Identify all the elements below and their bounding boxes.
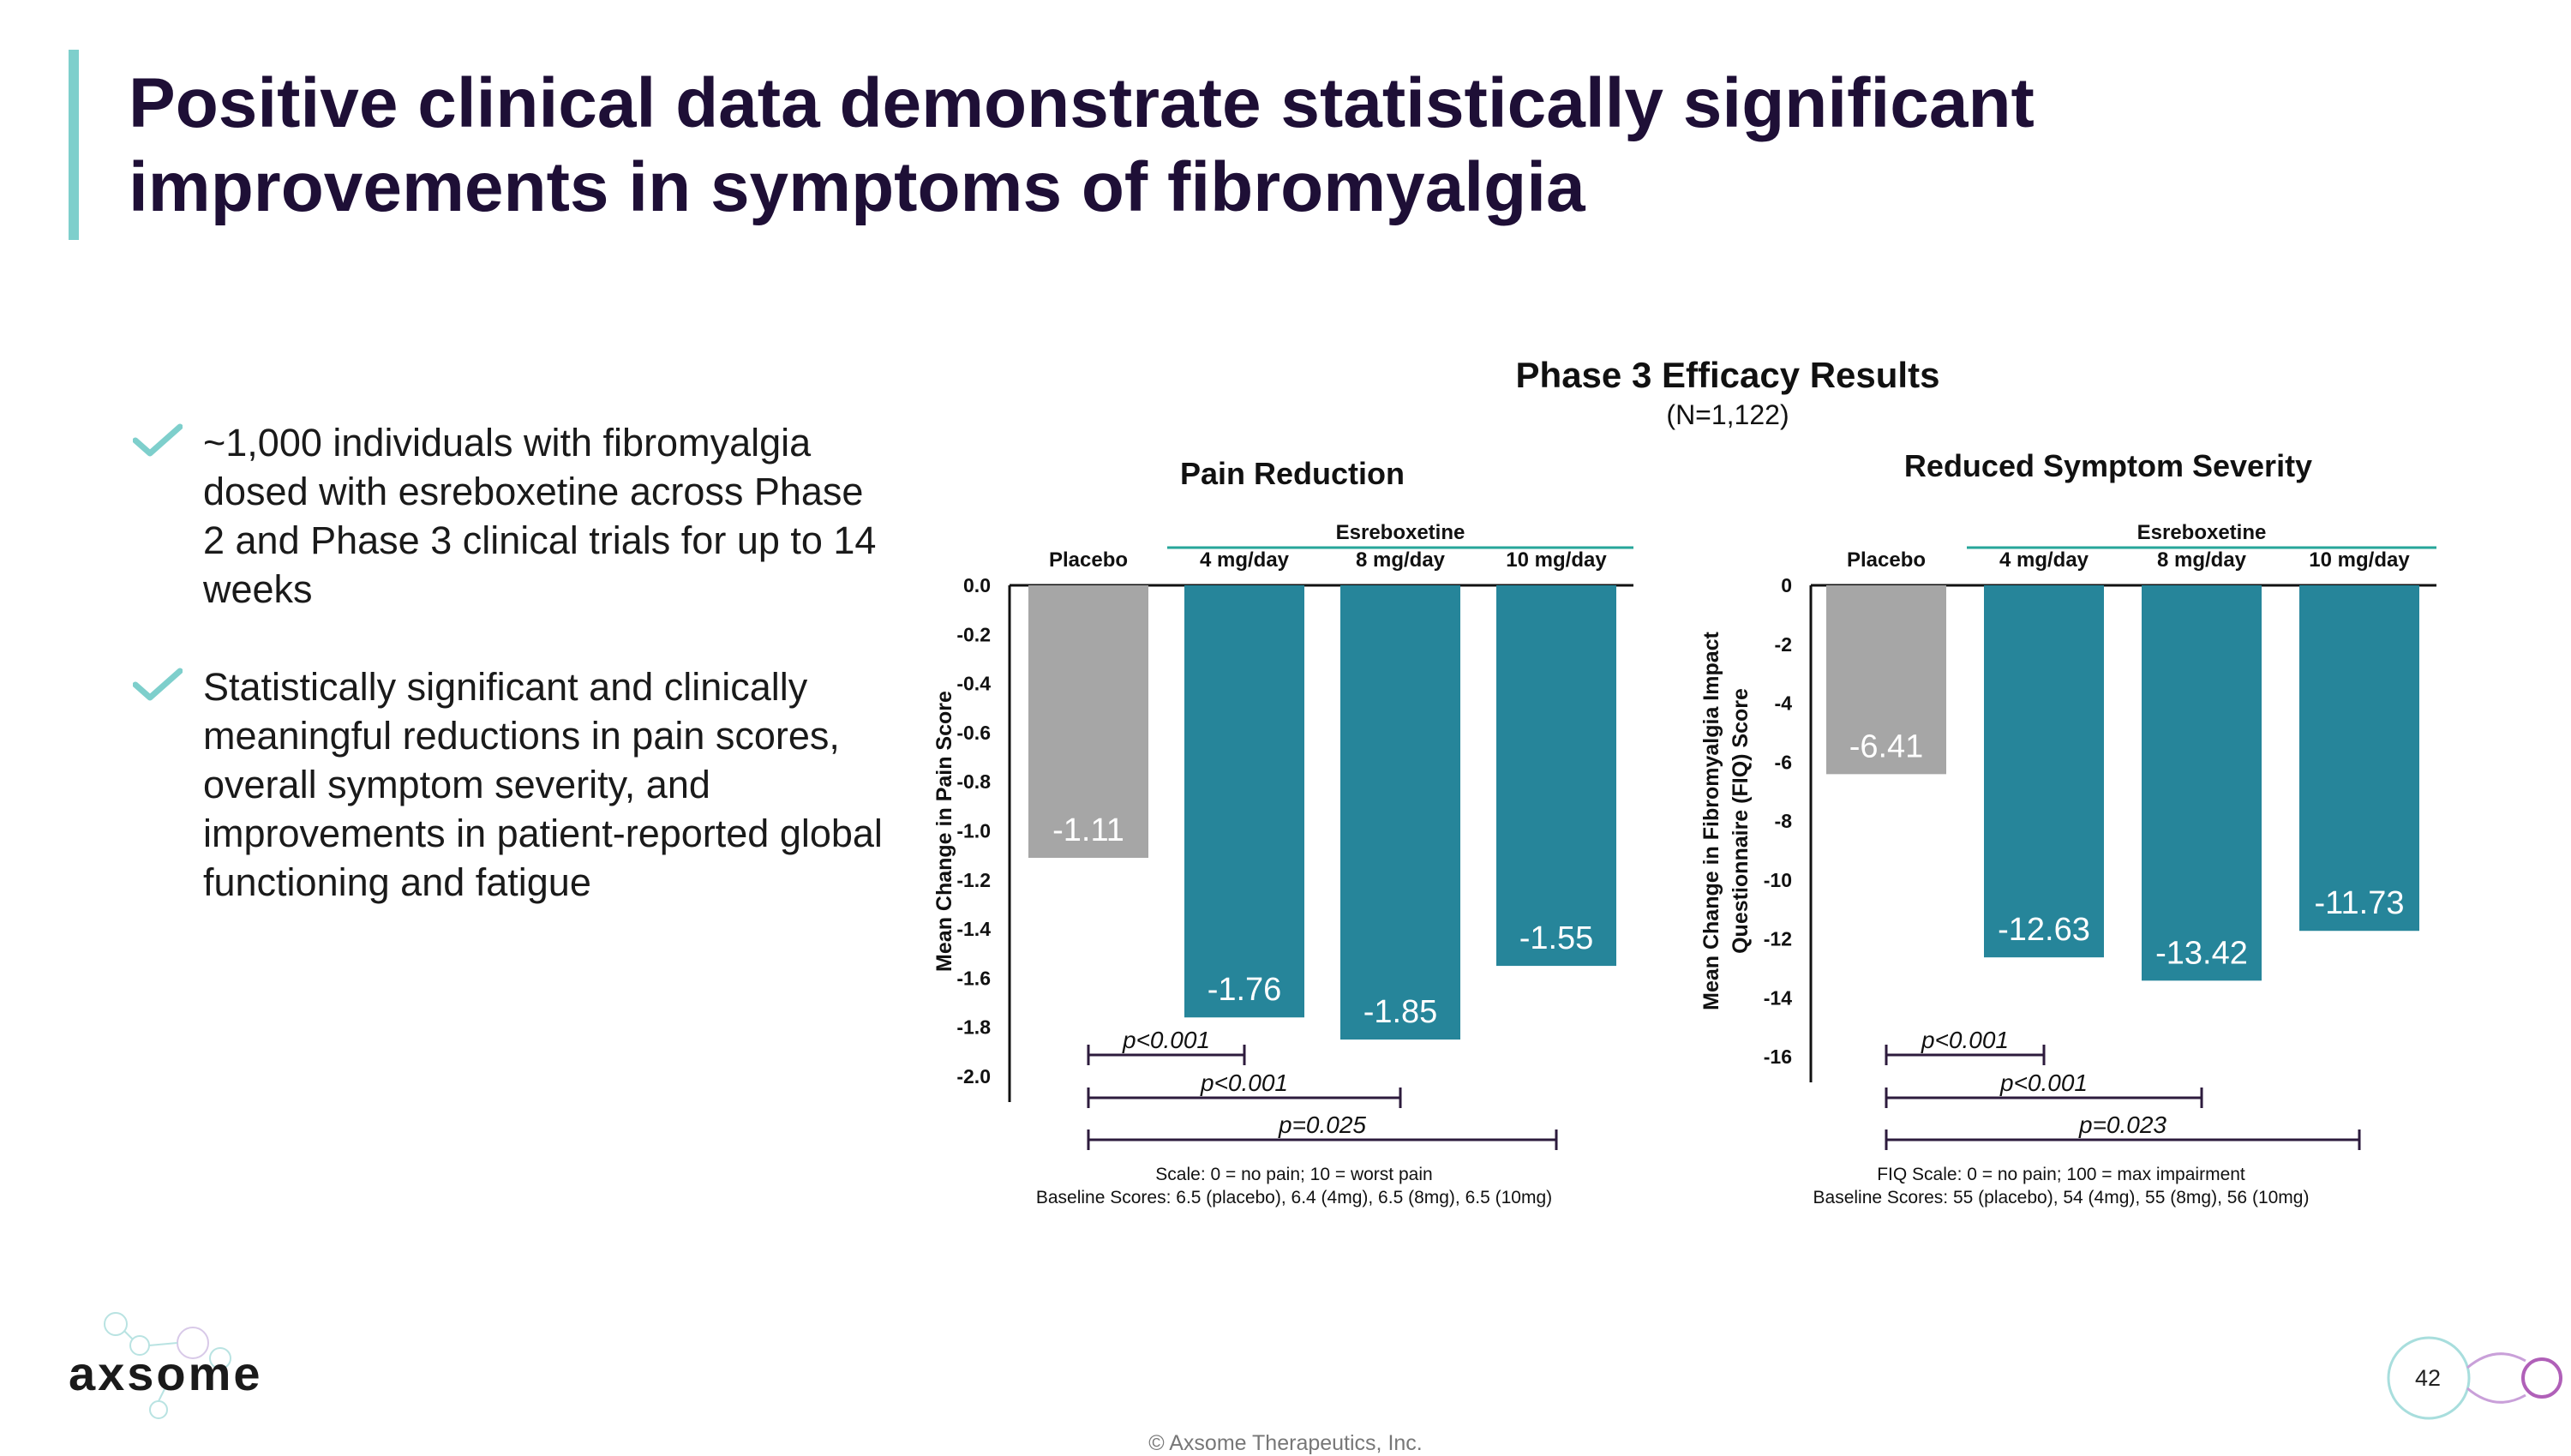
page-number: 42: [2414, 1365, 2442, 1391]
chart-note: Baseline Scores: 6.5 (placebo), 6.4 (4mg…: [1036, 1188, 1552, 1207]
y-tick-label: -12: [1764, 928, 1792, 950]
y-tick-label: -1.2: [956, 869, 991, 891]
y-tick-label: -1.8: [956, 1016, 991, 1039]
bar: [1826, 585, 1946, 775]
y-tick-label: -16: [1764, 1046, 1792, 1068]
category-label: 8 mg/day: [1356, 548, 1446, 572]
checkmark-icon: [133, 423, 183, 457]
bullet-text: ~1,000 individuals with fibromyalgia dos…: [203, 421, 877, 611]
y-tick-label: -8: [1775, 810, 1793, 832]
y-axis-label: Mean Change in Fibromyalgia Impact: [1699, 631, 1723, 1010]
p-value-label: p=0.025: [1278, 1111, 1366, 1138]
y-tick-label: -1.0: [956, 820, 991, 842]
value-label: -6.41: [1849, 728, 1924, 764]
y-axis-label: Mean Change in Pain Score: [932, 691, 956, 972]
bullet-item: ~1,000 individuals with fibromyalgia dos…: [133, 418, 887, 614]
panel-title: Reduced Symptom Severity: [1904, 448, 2312, 483]
y-tick-label: 0: [1781, 574, 1792, 596]
bar: [1340, 585, 1460, 1040]
title-accent-bar: [69, 50, 79, 240]
y-tick-label: -4: [1775, 692, 1793, 715]
category-label: Placebo: [1049, 548, 1128, 572]
chart-note: FIQ Scale: 0 = no pain; 100 = max impair…: [1877, 1165, 2245, 1184]
category-label: 4 mg/day: [1200, 548, 1290, 572]
group-label: Esreboxetine: [1336, 521, 1465, 544]
bar: [1496, 585, 1616, 967]
bullet-text: Statistically significant and clinically…: [203, 665, 883, 904]
p-value-label: p<0.001: [1999, 1070, 2088, 1096]
y-tick-label: -0.6: [956, 722, 991, 744]
p-value-label: p<0.001: [1921, 1027, 2009, 1053]
y-tick-label: -1.6: [956, 967, 991, 989]
chart-note: Baseline Scores: 55 (placebo), 54 (4mg),…: [1813, 1188, 2310, 1207]
copyright-footer: © Axsome Therapeutics, Inc.: [1148, 1431, 1423, 1455]
y-tick-label: -10: [1764, 869, 1792, 891]
bar: [1184, 585, 1304, 1018]
axsome-logo-mark: [104, 1312, 231, 1419]
bullet-item: Statistically significant and clinically…: [133, 662, 887, 907]
value-label: -1.55: [1519, 920, 1594, 956]
category-label: 10 mg/day: [1506, 548, 1607, 572]
bar: [2299, 585, 2419, 932]
y-tick-label: -0.2: [956, 623, 991, 645]
value-label: -1.11: [1052, 812, 1124, 848]
y-tick-label: -2.0: [956, 1065, 991, 1088]
chart-note: Scale: 0 = no pain; 10 = worst pain: [1155, 1165, 1432, 1184]
category-label: 10 mg/day: [2309, 548, 2410, 572]
category-label: 8 mg/day: [2157, 548, 2247, 572]
axsome-logo-text: axsome: [69, 1346, 263, 1400]
panel-title: Pain Reduction: [1180, 456, 1405, 491]
slide-title: Positive clinical data demonstrate stati…: [129, 64, 2035, 226]
category-label: Placebo: [1847, 548, 1926, 572]
value-label: -12.63: [1998, 912, 2090, 948]
value-label: -13.42: [2155, 935, 2248, 971]
y-tick-label: -6: [1775, 751, 1792, 773]
y-axis-label: Questionnaire (FIQ) Score: [1729, 688, 1753, 954]
page-number-badge-icon: [2387, 1336, 2562, 1420]
bullet-list: ~1,000 individuals with fibromyalgia dos…: [133, 418, 887, 956]
figure-title: Phase 3 Efficacy Results: [1516, 355, 1940, 395]
group-label: Esreboxetine: [2137, 521, 2267, 544]
p-value-label: p<0.001: [1122, 1027, 1210, 1053]
y-tick-label: -2: [1775, 633, 1792, 656]
y-tick-label: -0.8: [956, 770, 991, 793]
bar: [2142, 585, 2262, 981]
efficacy-figure: Phase 3 Efficacy Results (N=1,122) Pain …: [932, 355, 2436, 1207]
p-value-label: p=0.023: [2078, 1111, 2166, 1138]
checkmark-icon: [133, 668, 183, 701]
value-label: -11.73: [2315, 885, 2405, 921]
bar: [1984, 585, 2104, 958]
category-label: 4 mg/day: [1999, 548, 2089, 572]
value-label: -1.76: [1208, 972, 1282, 1008]
bar: [1028, 585, 1148, 859]
value-label: -1.85: [1363, 994, 1438, 1030]
y-tick-label: -14: [1764, 986, 1792, 1009]
p-value-label: p<0.001: [1200, 1070, 1288, 1096]
y-tick-label: -1.4: [956, 918, 991, 940]
y-tick-label: 0.0: [963, 574, 991, 596]
figure-subtitle: (N=1,122): [1666, 399, 1789, 430]
y-tick-label: -0.4: [956, 673, 991, 695]
